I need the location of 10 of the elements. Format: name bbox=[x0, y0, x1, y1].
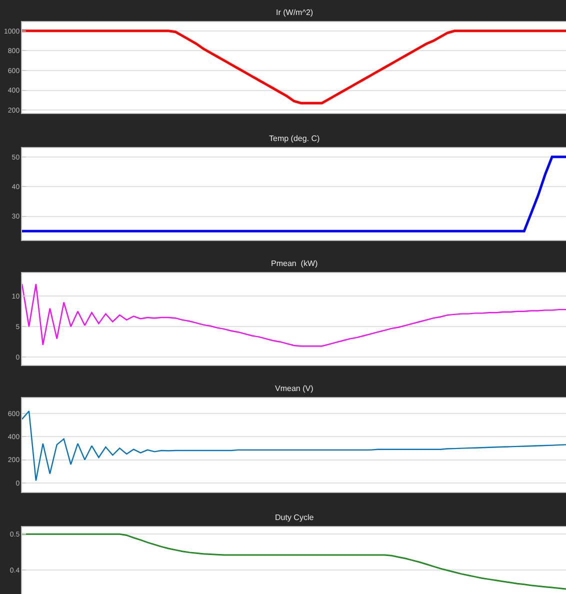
chart-title: Ir (W/m^2) bbox=[276, 8, 314, 17]
chart-title: Vmean (V) bbox=[275, 384, 314, 393]
line-series bbox=[22, 533, 566, 590]
chart-title: Temp (deg. C) bbox=[269, 134, 320, 143]
line-series bbox=[22, 283, 566, 347]
chart-title: Pmean (kW) bbox=[271, 259, 318, 268]
line-series bbox=[22, 410, 566, 482]
line-series bbox=[22, 156, 566, 232]
line-series bbox=[22, 30, 566, 104]
chart-title: Duty Cycle bbox=[275, 513, 314, 522]
